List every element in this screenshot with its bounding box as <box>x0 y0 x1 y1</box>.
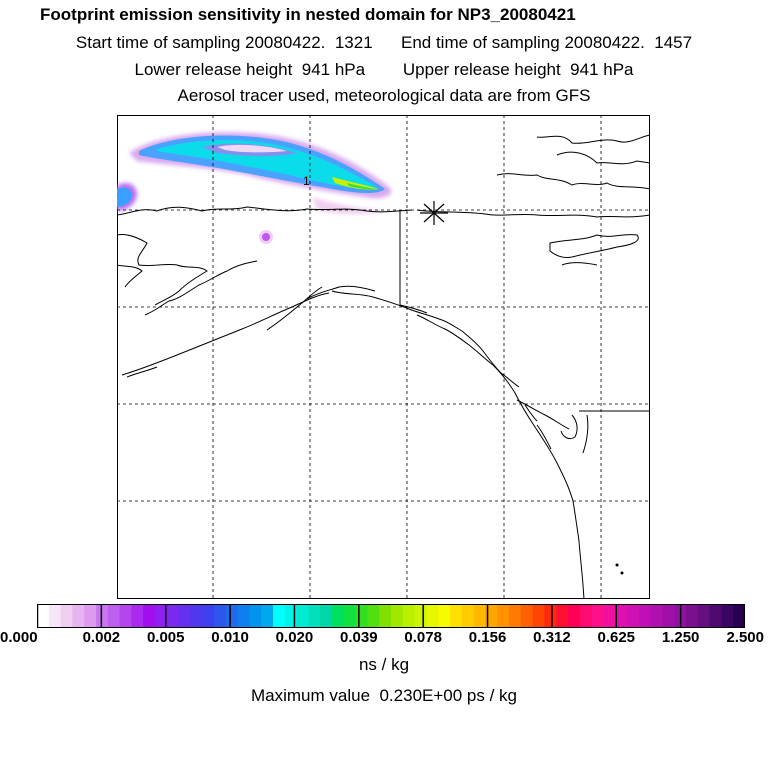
sampling-time-line: Start time of sampling 20080422. 1321 En… <box>75 33 693 52</box>
plot-title: Footprint emission sensitivity in nested… <box>40 5 576 24</box>
footprint-plume <box>117 132 392 244</box>
colorbar-swatch <box>308 604 321 628</box>
colorbar-swatch <box>627 604 640 628</box>
colorbar-swatch <box>190 604 203 628</box>
asterisk-star-icon <box>420 201 448 225</box>
colorbar-swatch <box>155 604 168 628</box>
colorbar-swatch <box>697 604 711 628</box>
colorbar-swatch <box>131 604 144 628</box>
colorbar-swatch <box>379 604 392 628</box>
colorbar-swatch <box>426 604 439 628</box>
colorbar-swatch <box>450 604 463 628</box>
colorbar-tick-label: 0.010 <box>211 629 249 646</box>
colorbar-tick-label: 0.000 <box>0 629 38 646</box>
colorbar-units: ns / kg <box>358 655 410 674</box>
colorbar-swatch <box>402 604 416 628</box>
colorbar-tick-label: 2.500 <box>726 629 764 646</box>
contour-label: 1 <box>303 174 310 188</box>
colorbar-swatch <box>662 604 675 628</box>
colorbar-swatch <box>473 604 486 628</box>
colorbar-swatch <box>591 604 604 628</box>
colorbar-swatch <box>686 604 699 628</box>
colorbar-swatch <box>733 604 745 628</box>
colorbar-swatch <box>60 604 73 628</box>
colorbar-tick-label: 0.005 <box>146 629 185 646</box>
coastlines <box>116 134 651 600</box>
colorbar-border <box>37 604 745 628</box>
colorbar-swatch <box>225 604 239 628</box>
graticule <box>117 115 650 599</box>
colorbar-tick-label: 1.250 <box>661 629 700 646</box>
colorbar-swatch <box>603 604 616 628</box>
colorbar-swatches <box>37 604 745 628</box>
colorbar-swatch <box>273 604 286 628</box>
colorbar-tick-label: 0.020 <box>275 629 314 646</box>
colorbar-swatch <box>485 604 498 628</box>
colorbar-swatch <box>579 604 593 628</box>
colorbar-swatch <box>343 604 357 628</box>
colorbar-swatch <box>650 604 663 628</box>
colorbar-swatch <box>119 604 132 628</box>
colorbar-swatch <box>556 604 569 628</box>
footprint-map: 1 <box>116 115 651 600</box>
colorbar-tick-label: 0.312 <box>533 629 571 646</box>
colorbar-swatch <box>367 604 380 628</box>
colorbar-swatch <box>202 604 215 628</box>
colorbar-swatch <box>107 604 121 628</box>
colorbar-swatch <box>84 604 97 628</box>
colorbar-tick-label: 0.078 <box>404 629 442 646</box>
colorbar-swatch <box>96 604 109 628</box>
colorbar-swatch <box>438 604 451 628</box>
colorbar-swatch <box>355 604 368 628</box>
political-borders <box>399 211 650 412</box>
colorbar-tick-label: 0.156 <box>468 629 507 646</box>
colorbar-swatch <box>532 604 545 628</box>
colorbar-swatch <box>166 604 180 628</box>
colorbar-swatch <box>37 604 50 628</box>
colorbar-swatch <box>615 604 628 628</box>
colorbar-swatch <box>520 604 534 628</box>
colorbar-swatch <box>638 604 652 628</box>
colorbar-swatch <box>568 604 581 628</box>
colorbar-swatch <box>509 604 522 628</box>
colorbar-tick-label: 0.039 <box>340 629 378 646</box>
colorbar-swatch <box>72 604 85 628</box>
colorbar-swatch <box>544 604 557 628</box>
colorbar-swatch <box>320 604 333 628</box>
colorbar-swatch <box>709 604 722 628</box>
colorbar-swatch <box>261 604 274 628</box>
colorbar-swatch <box>284 604 298 628</box>
colorbar-swatch <box>214 604 227 628</box>
release-height-line: Lower release height 941 hPa Upper relea… <box>134 60 634 79</box>
colorbar-swatch <box>721 604 734 628</box>
colorbar-swatch <box>178 604 191 628</box>
colorbar-swatch <box>296 604 309 628</box>
map-canvas: 1 <box>116 115 651 600</box>
colorbar-swatch <box>332 604 345 628</box>
maximum-value-text: Maximum value 0.230E+00 ps / kg <box>251 686 517 705</box>
colorbar-tick-label: 0.625 <box>597 629 636 646</box>
colorbar-swatch <box>391 604 404 628</box>
colorbar-swatch <box>143 604 156 628</box>
colorbar-tick-label: 0.002 <box>82 629 121 646</box>
colorbar-swatch <box>249 604 262 628</box>
colorbar-swatch <box>237 604 250 628</box>
colorbar-swatch <box>414 604 427 628</box>
colorbar-swatch <box>48 604 62 628</box>
colorbar-swatch <box>497 604 510 628</box>
tracer-info-line: Aerosol tracer used, meteorological data… <box>177 86 591 105</box>
colorbar-swatch <box>461 604 475 628</box>
